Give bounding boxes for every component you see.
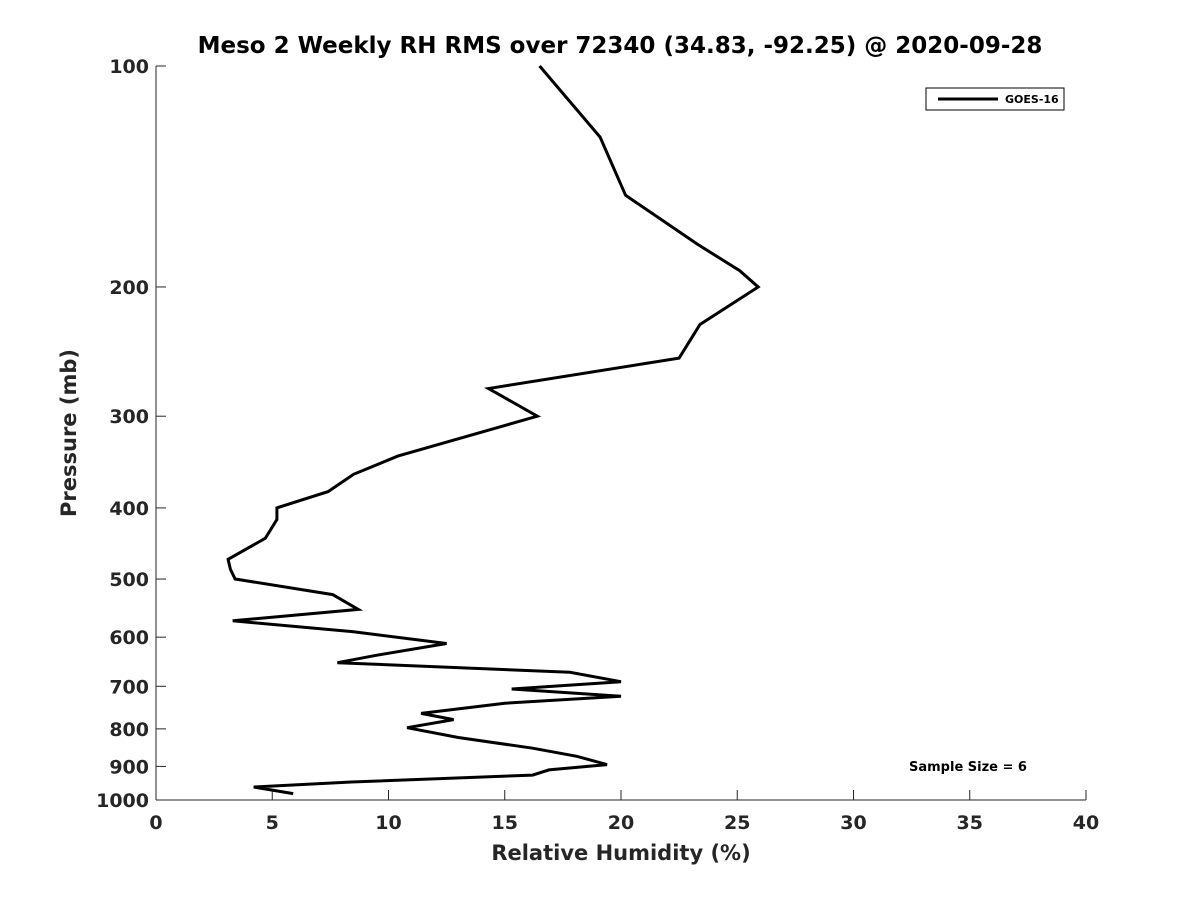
x-tick-label: 5 (266, 812, 279, 834)
y-tick-label: 500 (109, 569, 149, 591)
x-tick-label: 10 (375, 812, 401, 834)
y-tick-label: 800 (109, 719, 149, 741)
legend: GOES-16 (925, 87, 1065, 111)
y-tick-label: 300 (109, 406, 149, 428)
x-axis-ticks: 0 5 10 15 20 25 30 35 40 (149, 790, 1099, 834)
y-axis-label: Pressure (mb) (57, 349, 81, 517)
plot-area (156, 66, 1086, 800)
y-tick-label: 400 (109, 498, 149, 520)
sample-size-annotation: Sample Size = 6 (909, 760, 1027, 775)
chart-title: Meso 2 Weekly RH RMS over 72340 (34.83, … (198, 33, 1043, 59)
x-tick-label: 0 (149, 812, 162, 834)
y-tick-label: 600 (109, 627, 149, 649)
y-tick-label: 700 (109, 676, 149, 698)
x-tick-label: 35 (957, 812, 983, 834)
y-tick-label: 1000 (96, 790, 149, 812)
x-tick-label: 40 (1073, 812, 1099, 834)
legend-label-goes-16: GOES-16 (1005, 93, 1059, 106)
y-axis-ticks: 100 200 300 400 500 600 700 800 900 1000 (96, 56, 166, 812)
y-tick-label: 100 (109, 56, 149, 78)
y-tick-label: 900 (109, 756, 149, 778)
y-tick-label: 200 (109, 277, 149, 299)
series-line-goes-16 (226, 65, 761, 796)
x-tick-label: 20 (608, 812, 634, 834)
x-axis-label: Relative Humidity (%) (491, 841, 750, 865)
x-tick-label: 15 (492, 812, 518, 834)
x-tick-label: 25 (724, 812, 750, 834)
x-tick-label: 30 (840, 812, 866, 834)
